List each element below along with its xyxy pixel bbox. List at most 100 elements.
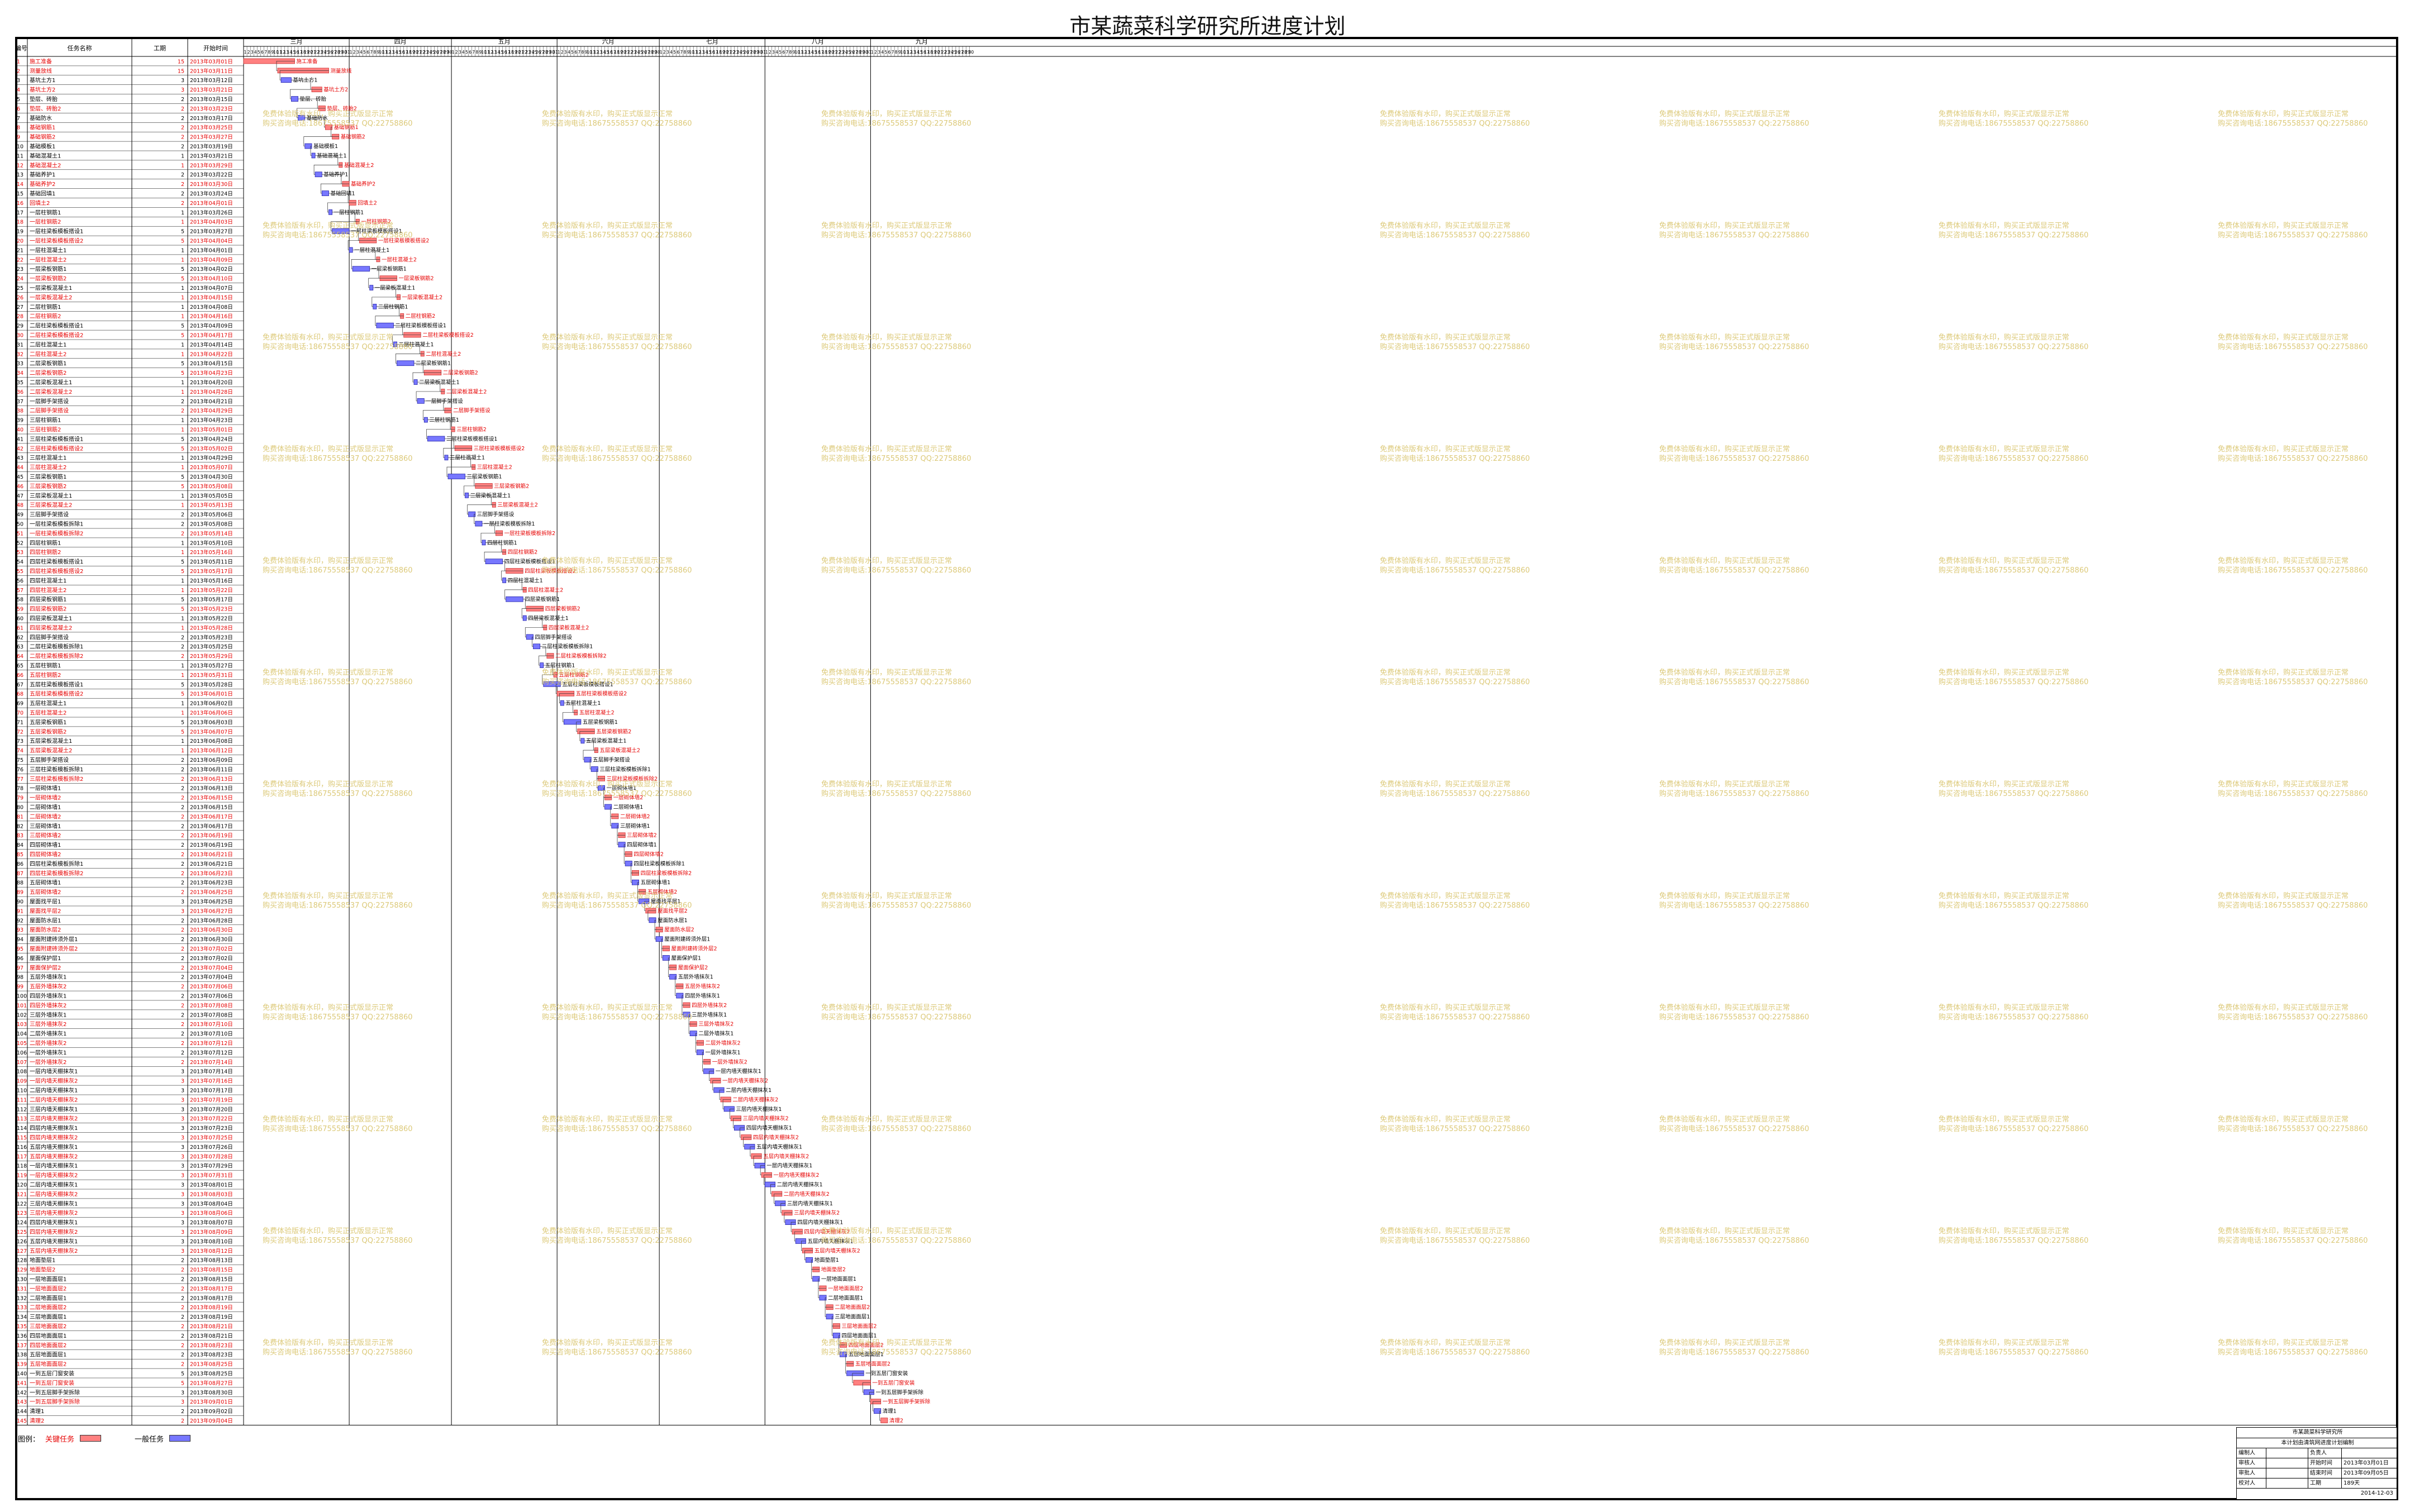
day-label: 9 (793, 50, 796, 55)
bar-label: 二层内墙天棚抹灰2 (732, 1096, 778, 1103)
bar-label: 五层梁板混凝土2 (599, 747, 640, 754)
row-start: 2013年05月22日 (190, 587, 233, 594)
row-id: 121 (17, 1191, 27, 1198)
dependency-link (579, 731, 595, 741)
day-label: 26 (955, 50, 960, 55)
bar-label: 四层柱梁板模板拆除1 (633, 860, 685, 867)
row-id: 114 (17, 1125, 27, 1132)
bar-label: 一层柱梁板模板拆除2 (504, 530, 556, 537)
bar-label: 三层柱梁板模板拆除1 (599, 766, 651, 772)
row-start: 2013年05月10日 (190, 540, 233, 546)
row-duration: 3 (181, 1069, 184, 1075)
row-id: 71 (17, 719, 23, 726)
row-name: 一层梁板混凝土2 (30, 294, 72, 301)
dependency-link (559, 693, 574, 704)
legend-normal-label: 一般任务 (135, 1435, 164, 1444)
day-label: 21 (624, 50, 630, 55)
row-start: 2013年08月25日 (190, 1361, 233, 1368)
day-label: 1 (350, 50, 353, 55)
row-start: 2013年03月29日 (190, 162, 233, 169)
day-label: 10 (481, 50, 487, 55)
task-bar (427, 436, 445, 442)
row-name: 五层梁板混凝土1 (30, 737, 72, 745)
day-label: 6 (366, 50, 369, 55)
row-duration: 3 (181, 1239, 184, 1245)
row-start: 2013年06月21日 (190, 861, 233, 867)
row-start: 2013年04月03日 (190, 219, 233, 226)
row-duration: 1 (181, 625, 184, 631)
row-name: 五层柱梁板模板搭设2 (30, 690, 83, 698)
row-start: 2013年06月23日 (190, 880, 233, 886)
month-label: 三月 (290, 38, 303, 45)
row-duration: 3 (181, 1144, 184, 1151)
row-start: 2013年09月04日 (190, 1418, 233, 1424)
info-cell: 工期 (2308, 1478, 2341, 1489)
row-name: 四层地面面层2 (30, 1342, 66, 1349)
row-duration: 1 (181, 503, 184, 509)
row-id: 33 (17, 361, 23, 367)
bar-label: 三层外墙抹灰1 (692, 1012, 727, 1018)
dependency-link (484, 551, 506, 562)
row-name: 三层外墙抹灰1 (30, 1011, 66, 1018)
dependency-link (760, 1165, 765, 1176)
dependency-link (313, 165, 342, 175)
row-id: 103 (17, 1022, 27, 1028)
row-duration: 2 (181, 399, 184, 405)
row-duration: 2 (181, 1031, 184, 1037)
row-duration: 2 (181, 654, 184, 660)
row-name: 二层外墙抹灰1 (30, 1030, 66, 1037)
dependency-link (539, 655, 554, 666)
day-label: 6 (469, 50, 471, 55)
day-label: 18 (716, 50, 722, 55)
day-label: 16 (294, 50, 299, 55)
dependency-link (839, 1344, 847, 1355)
day-label: 15 (396, 50, 402, 55)
row-id: 8 (17, 125, 20, 131)
bar-label: 五层内墙天棚抹灰1 (756, 1143, 802, 1150)
day-label: 8 (895, 50, 898, 55)
dependency-link (873, 1401, 881, 1411)
row-start: 2013年06月08日 (190, 738, 233, 745)
row-duration: 2 (181, 937, 184, 943)
row-name: 四层内墙天棚抹灰1 (30, 1219, 78, 1226)
bar-label: 四层砌体墙1 (627, 842, 657, 848)
day-label: 5 (465, 50, 468, 55)
row-name: 五层内墙天棚抹灰1 (30, 1238, 78, 1245)
column-header: 任务名称 (68, 44, 92, 52)
day-label: 8 (373, 50, 376, 55)
row-name: 一层内墙天棚抹灰1 (30, 1162, 78, 1170)
row-id: 113 (17, 1116, 27, 1122)
row-start: 2013年06月06日 (190, 710, 233, 717)
row-id: 69 (17, 701, 23, 707)
row-duration: 3 (181, 1125, 184, 1132)
row-duration: 3 (181, 1182, 184, 1189)
row-duration: 2 (181, 757, 184, 764)
day-label: 28 (542, 50, 548, 55)
day-label: 25 (951, 50, 957, 55)
row-id: 96 (17, 956, 23, 962)
row-name: 一层外墙抹灰1 (30, 1049, 66, 1056)
day-label: 23 (945, 50, 950, 55)
row-id: 116 (17, 1144, 27, 1151)
day-label: 7 (892, 50, 894, 55)
row-id: 101 (17, 1003, 27, 1009)
info-cell (2266, 1478, 2308, 1489)
row-name: 四层地面面层1 (30, 1332, 66, 1339)
day-label: 23 (733, 50, 739, 55)
row-id: 10 (17, 144, 23, 150)
bar-label: 一到五层脚手架拆除 (876, 1389, 924, 1396)
row-duration: 2 (181, 1362, 184, 1368)
row-duration: 3 (181, 1106, 184, 1113)
row-start: 2013年08月10日 (190, 1238, 233, 1245)
row-start: 2013年05月05日 (190, 493, 233, 499)
day-label: 14 (601, 50, 606, 55)
row-id: 105 (17, 1041, 27, 1047)
row-name: 三层砌体墙2 (30, 832, 61, 839)
bar-label: 四层外墙抹灰1 (685, 993, 720, 999)
row-start: 2013年08月15日 (190, 1276, 233, 1283)
day-label: 21 (311, 50, 316, 55)
dependency-link (443, 447, 472, 458)
row-duration: 2 (181, 1258, 184, 1264)
day-label: 27 (852, 50, 858, 55)
